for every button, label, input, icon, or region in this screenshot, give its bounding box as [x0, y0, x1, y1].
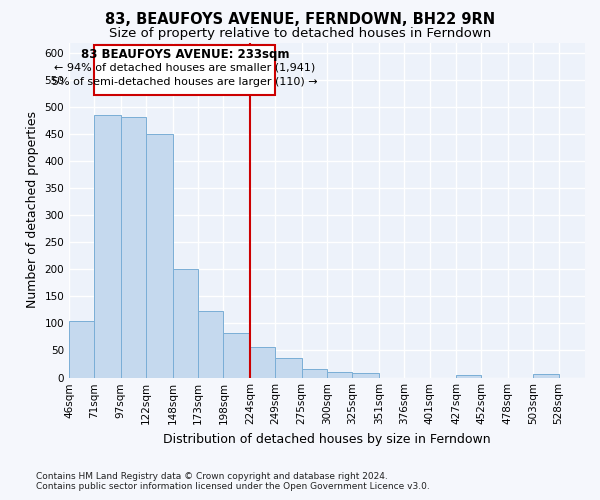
Text: Size of property relative to detached houses in Ferndown: Size of property relative to detached ho… [109, 28, 491, 40]
Text: Contains HM Land Registry data © Crown copyright and database right 2024.: Contains HM Land Registry data © Crown c… [36, 472, 388, 481]
Text: Contains public sector information licensed under the Open Government Licence v3: Contains public sector information licen… [36, 482, 430, 491]
Bar [146, 134, 173, 378]
Bar [173, 269, 198, 378]
Text: ← 94% of detached houses are smaller (1,941): ← 94% of detached houses are smaller (1,… [54, 62, 316, 72]
Bar [69, 322, 94, 378]
Bar [302, 370, 327, 378]
Bar [94, 116, 121, 378]
Bar [250, 347, 275, 378]
Bar [275, 358, 302, 378]
Y-axis label: Number of detached properties: Number of detached properties [26, 112, 39, 308]
Bar [533, 374, 559, 378]
FancyBboxPatch shape [94, 45, 275, 96]
Bar [223, 333, 250, 378]
Text: 83 BEAUFOYS AVENUE: 233sqm: 83 BEAUFOYS AVENUE: 233sqm [80, 48, 289, 61]
Bar [121, 117, 146, 378]
Bar [327, 372, 352, 378]
Text: 83, BEAUFOYS AVENUE, FERNDOWN, BH22 9RN: 83, BEAUFOYS AVENUE, FERNDOWN, BH22 9RN [105, 12, 495, 28]
X-axis label: Distribution of detached houses by size in Ferndown: Distribution of detached houses by size … [163, 433, 491, 446]
Bar [198, 311, 223, 378]
Bar [352, 372, 379, 378]
Text: 5% of semi-detached houses are larger (110) →: 5% of semi-detached houses are larger (1… [52, 76, 317, 86]
Bar [456, 375, 481, 378]
